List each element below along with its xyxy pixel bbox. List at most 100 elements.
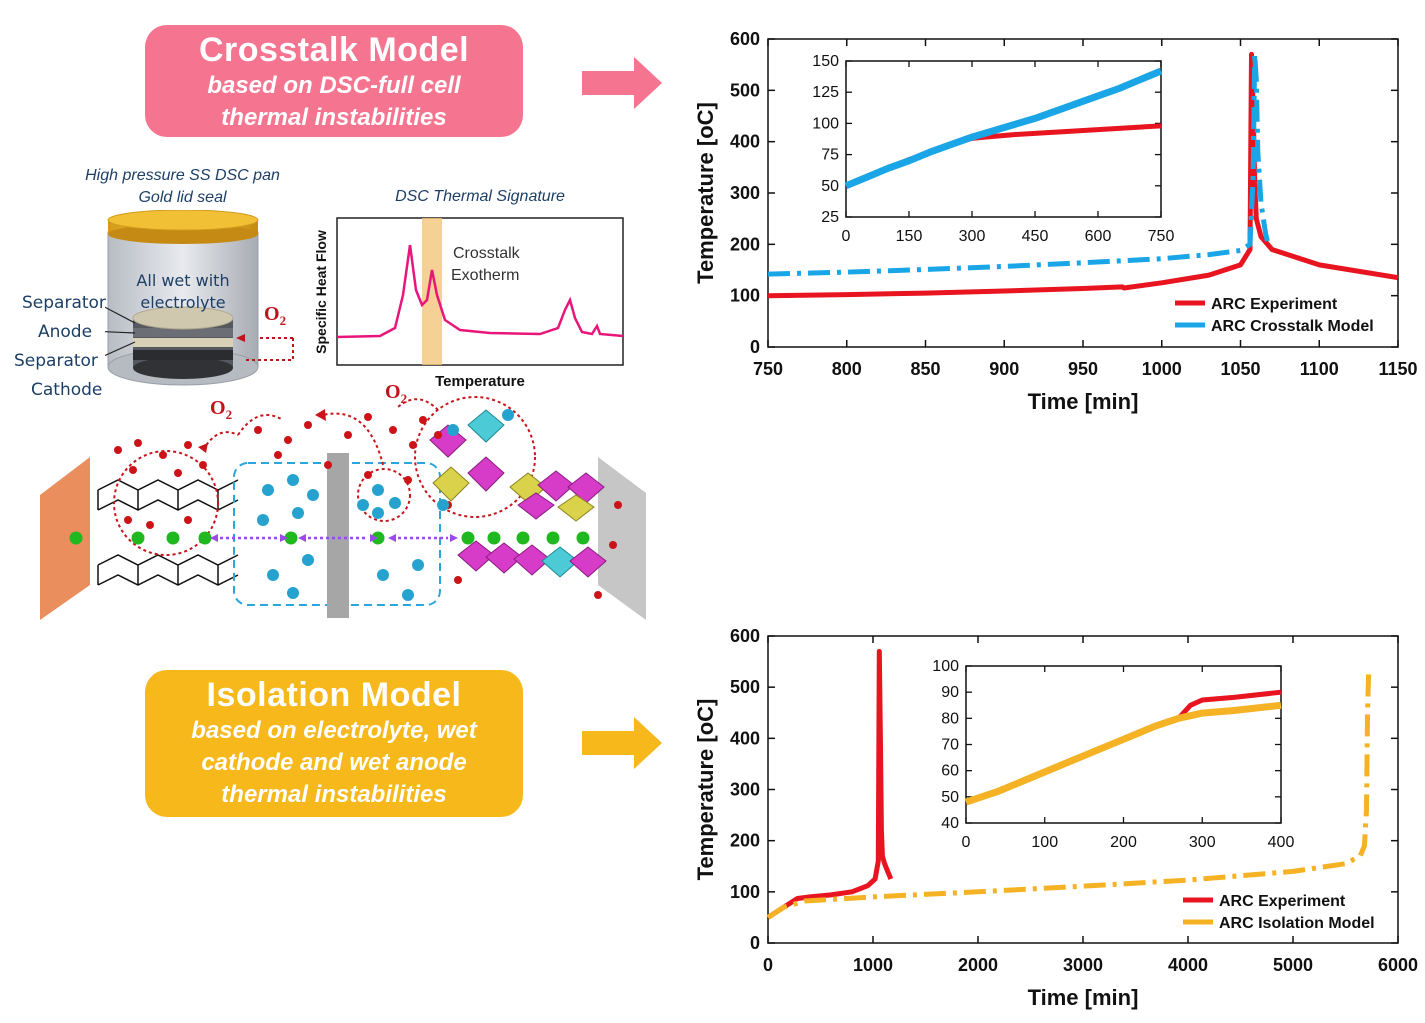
inset-y-tick-label: 50 bbox=[941, 789, 959, 806]
x-tick-label: 1150 bbox=[1378, 359, 1417, 379]
oxygen-particle bbox=[594, 591, 602, 599]
oxygen-particle bbox=[284, 436, 292, 444]
oxygen-particle bbox=[434, 431, 442, 439]
lithium-ion bbox=[546, 531, 560, 545]
oxygen-particle bbox=[409, 441, 417, 449]
x-tick-label: 4000 bbox=[1168, 955, 1208, 975]
electrolyte-molecule bbox=[307, 489, 319, 501]
schematic-o2-right-text: O bbox=[385, 381, 401, 403]
y-tick-label: 500 bbox=[730, 80, 760, 100]
oxygen-particle bbox=[184, 441, 192, 449]
inset-y-tick-label: 75 bbox=[821, 147, 839, 164]
electrolyte-molecule bbox=[372, 507, 384, 519]
x-tick-label: 850 bbox=[910, 359, 940, 379]
inset-y-tick-label: 50 bbox=[821, 178, 839, 195]
y-tick-label: 300 bbox=[730, 183, 760, 203]
x-tick-label: 950 bbox=[1068, 359, 1098, 379]
electrolyte-molecule bbox=[267, 569, 279, 581]
lithium-ion bbox=[516, 531, 530, 545]
lithium-ion bbox=[198, 531, 212, 545]
inset-y-tick-label: 60 bbox=[941, 763, 959, 780]
layer-label-anode: Anode bbox=[38, 322, 93, 342]
layer-label-separator-bottom: Separator bbox=[14, 351, 98, 371]
ion-particles bbox=[69, 409, 622, 601]
inset-x-tick-label: 0 bbox=[842, 228, 851, 245]
crosstalk-model-subtitle-1: based on DSC-full cell bbox=[207, 72, 461, 99]
y-tick-label: 600 bbox=[730, 29, 760, 49]
inset-x-tick-label: 450 bbox=[1022, 228, 1049, 245]
cathode-reaction-circle bbox=[414, 396, 536, 518]
dsc-pan-caption-1: High pressure SS DSC pan bbox=[85, 167, 280, 184]
y-tick-label: 500 bbox=[730, 677, 760, 697]
electrolyte-molecule bbox=[437, 499, 449, 511]
inset-y-tick-label: 100 bbox=[812, 115, 839, 132]
schematic-o2-label-right: O2 bbox=[385, 381, 407, 407]
electrolyte-molecule bbox=[502, 409, 514, 421]
lithium-ion bbox=[284, 531, 298, 545]
x-axis-label: Time [min] bbox=[1028, 985, 1139, 1010]
schematic-o2-left-text: O bbox=[210, 397, 226, 419]
electrolyte-molecule bbox=[357, 499, 369, 511]
crosstalk-model-box: Crosstalk Model based on DSC-full cell t… bbox=[145, 25, 523, 137]
inset-y-tick-label: 90 bbox=[941, 684, 959, 701]
dsc-inside-text-2: electrolyte bbox=[140, 293, 226, 312]
dsc-o2-sub: 2 bbox=[279, 313, 287, 328]
x-axis-label: Time [min] bbox=[1028, 389, 1139, 414]
anode-reaction-circle bbox=[113, 450, 219, 556]
inset-plot-area bbox=[845, 60, 1162, 218]
inset-series-line-1 bbox=[964, 701, 1282, 806]
dsc-annotation-1: Crosstalk bbox=[453, 245, 521, 262]
isolation-arrow-icon bbox=[582, 717, 662, 769]
electrolyte-molecule bbox=[292, 507, 304, 519]
inset-plot-area bbox=[965, 665, 1282, 824]
schematic-o2-right-sub: 2 bbox=[400, 391, 408, 406]
x-tick-label: 900 bbox=[989, 359, 1019, 379]
y-tick-label: 400 bbox=[730, 728, 760, 748]
dsc-pan-illustration bbox=[105, 210, 294, 386]
cathode-current-collector bbox=[598, 457, 646, 620]
isolation-model-subtitle-2: cathode and wet anode bbox=[201, 749, 467, 776]
x-tick-label: 800 bbox=[832, 359, 862, 379]
anode-current-collector bbox=[40, 457, 90, 620]
inset-x-tick-label: 200 bbox=[1110, 834, 1137, 851]
dsc-o2-label: O2 bbox=[264, 303, 286, 329]
inset-y-tick-label: 100 bbox=[932, 658, 959, 675]
x-tick-label: 1050 bbox=[1220, 359, 1260, 379]
oxygen-particle bbox=[159, 451, 167, 459]
oxygen-particle bbox=[454, 576, 462, 584]
inset-x-tick-label: 0 bbox=[962, 834, 971, 851]
schematic-o2-left-sub: 2 bbox=[225, 407, 233, 422]
x-tick-label: 2000 bbox=[958, 955, 998, 975]
isolation-model-title: Isolation Model bbox=[206, 676, 462, 714]
oxygen-particle bbox=[614, 501, 622, 509]
layer-label-separator-top: Separator bbox=[22, 293, 106, 313]
y-tick-label: 100 bbox=[730, 882, 760, 902]
legend-label: ARC Experiment bbox=[1211, 296, 1338, 313]
electrolyte-molecule bbox=[402, 589, 414, 601]
lithium-ion bbox=[166, 531, 180, 545]
dsc-xlabel: Temperature bbox=[435, 373, 525, 390]
separator-reaction-circle bbox=[357, 468, 411, 522]
oxygen-particle bbox=[609, 541, 617, 549]
oxygen-particle bbox=[129, 466, 137, 474]
dsc-pan-caption-2: Gold lid seal bbox=[138, 189, 227, 206]
x-tick-label: 6000 bbox=[1378, 955, 1418, 975]
crosstalk-model-title: Crosstalk Model bbox=[198, 31, 470, 69]
lithium-ion bbox=[576, 531, 590, 545]
y-tick-label: 0 bbox=[750, 337, 760, 357]
x-tick-label: 5000 bbox=[1273, 955, 1313, 975]
inset-y-tick-label: 40 bbox=[941, 815, 959, 832]
oxygen-particle bbox=[364, 413, 372, 421]
electrolyte-molecule bbox=[372, 484, 384, 496]
x-tick-label: 1100 bbox=[1300, 359, 1339, 379]
y-axis-label: Temperature [oC] bbox=[693, 699, 718, 881]
electrolyte-molecule bbox=[302, 554, 314, 566]
oxygen-particle bbox=[364, 471, 372, 479]
isolation-temperature-chart: 0 1000 2000 3000 4000 5000 6000010020030040050… bbox=[693, 626, 1418, 1010]
oxygen-particle bbox=[134, 439, 142, 447]
dsc-ylabel: Specific Heat Flow bbox=[313, 230, 329, 354]
dsc-o2-text: O bbox=[264, 303, 280, 325]
y-tick-label: 400 bbox=[730, 132, 760, 152]
electrolyte-molecule bbox=[262, 484, 274, 496]
electrolyte-molecule bbox=[447, 424, 459, 436]
